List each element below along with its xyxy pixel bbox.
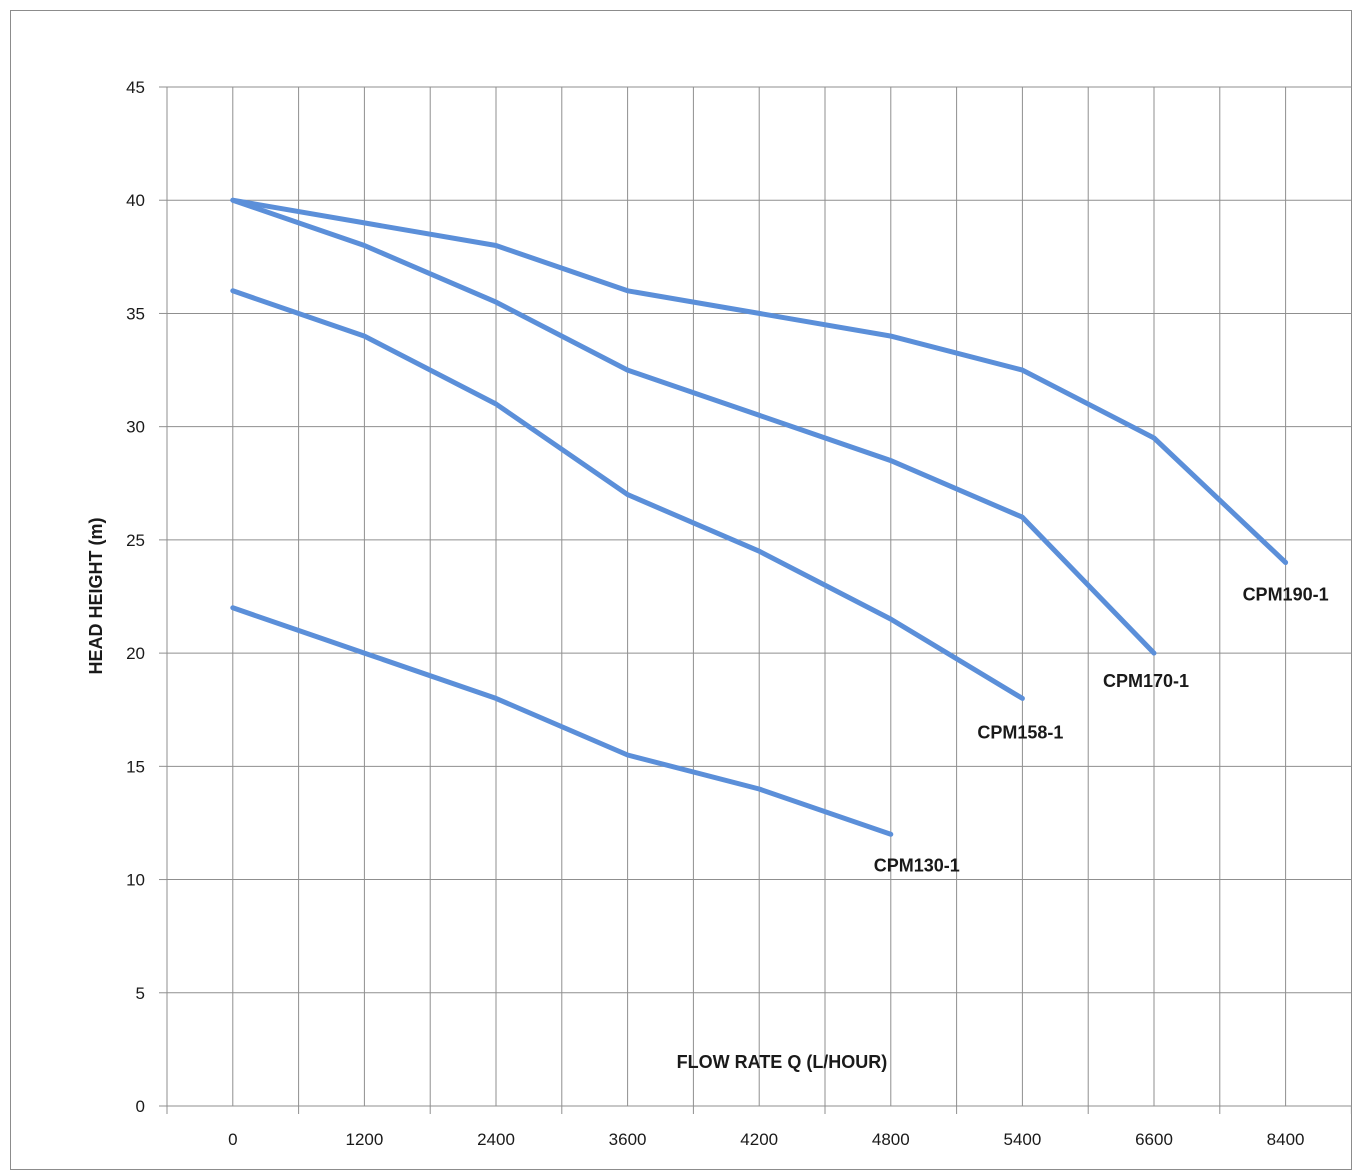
axes: 0 5 10 15 20 25 30 35 40 45 0 1200 2400 3600 4200 4800 5… [126,78,1352,1149]
x-tick-label: 5400 [1003,1130,1041,1149]
y-tick-label: 40 [126,191,145,210]
x-tick-label: 4800 [872,1130,910,1149]
series-line-cpm170-1 [230,197,1157,656]
labels: CPM190-1 CPM170-1 CPM158-1 CPM130-1 [874,585,1329,876]
series-line-cpm190-1 [230,197,1289,565]
series-label: CPM158-1 [977,722,1063,742]
series-label: CPM170-1 [1103,671,1189,691]
series-line-cpm130-1 [230,605,894,837]
y-tick-label: 20 [126,644,145,663]
y-tick-label: 5 [136,984,145,1003]
series-line-cpm158-1 [230,288,1025,701]
series-label: CPM130-1 [874,855,960,875]
x-axis-title: FLOW RATE Q (L/HOUR) [677,1052,888,1072]
x-tick-label: 3600 [609,1130,647,1149]
series-label: CPM190-1 [1243,585,1329,605]
x-tick-label: 0 [228,1130,237,1149]
y-tick-label: 35 [126,304,145,323]
x-tick-label: 6600 [1135,1130,1173,1149]
x-tick-label: 8400 [1267,1130,1305,1149]
x-tick-label: 4200 [740,1130,778,1149]
x-tick-label: 1200 [345,1130,383,1149]
series-lines [230,197,1289,837]
x-tick-label: 2400 [477,1130,515,1149]
chart-frame [10,10,1352,1170]
y-tick-label: 15 [126,757,145,776]
y-tick-label: 0 [136,1097,145,1116]
grid-lines [167,86,1352,1106]
y-axis-title: HEAD HEIGHT (m) [86,517,106,674]
y-tick-label: 25 [126,531,145,550]
y-tick-label: 45 [126,78,145,97]
y-tick-label: 10 [126,871,145,890]
y-tick-label: 30 [126,418,145,437]
